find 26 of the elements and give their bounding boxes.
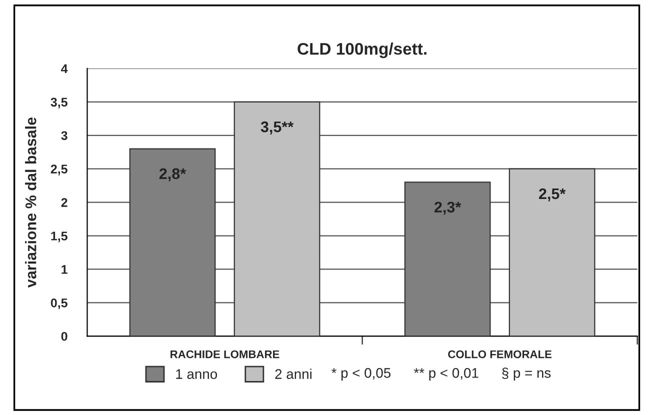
x-tick-label: RACHIDE LOMBARE xyxy=(170,350,280,358)
bar xyxy=(404,182,491,336)
bar xyxy=(508,168,596,336)
y-tick-label: 3 xyxy=(61,131,68,140)
x-tick-label: COLLO FEMORALE xyxy=(448,350,552,358)
y-axis-title: variazione % dal basale xyxy=(25,117,36,288)
data-label: 2,8* xyxy=(159,168,186,182)
y-tick-label: 2 xyxy=(61,198,68,207)
bar xyxy=(234,101,320,336)
legend-label: 2 anni xyxy=(275,368,312,379)
y-tick-label: 0,5 xyxy=(50,298,68,310)
data-label: 2,5* xyxy=(539,188,566,202)
bar xyxy=(129,148,216,336)
y-tick-label: 1,5 xyxy=(51,232,68,242)
y-tick-label: 3,5 xyxy=(50,98,68,108)
text: ** p < 0,01 xyxy=(414,368,478,381)
y-tick-label: 2,5 xyxy=(50,164,68,176)
chart-title: CLD 100mg/sett. xyxy=(298,42,426,58)
y-tick-label: 0 xyxy=(61,332,68,341)
text: § p = ns xyxy=(502,368,551,381)
y-tick-label: 1 xyxy=(62,265,68,274)
data-label: 3,5** xyxy=(260,121,294,134)
text: * p < 0,05 xyxy=(331,368,391,381)
y-tick-label: 4 xyxy=(61,64,68,74)
data-label: 2,3* xyxy=(434,202,462,215)
legend-label: 1 anno xyxy=(176,369,218,379)
